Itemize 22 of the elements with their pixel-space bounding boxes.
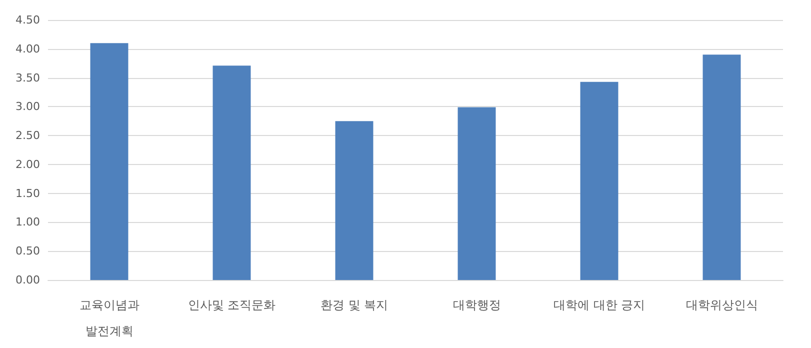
bar [580,82,618,280]
y-tick-label: 4.00 [16,42,40,56]
x-tick-label: 교육이념과 발전계획 [79,298,140,338]
y-tick-label: 1.50 [16,186,40,200]
y-tick-label: 4.50 [16,14,40,26]
y-tick-label: 2.00 [16,158,40,171]
y-tick-label: 3.00 [16,100,40,114]
y-tick-label: 1.00 [16,216,40,229]
x-tick-label: 대학에 대한 긍지 [553,298,646,312]
x-tick-label: 인사및 조직문화 [188,298,276,312]
x-tick-label: 대학행정 [452,298,501,312]
x-tick-label: 대학위상인식 [686,298,758,312]
x-tick-label: 환경 및 복지 [320,298,388,312]
bar [335,121,374,280]
bar [212,66,251,280]
y-tick-label: 0.00 [16,274,40,286]
y-tick-label: 0.50 [16,244,40,258]
bar [458,107,496,280]
bar [702,54,741,280]
y-tick-label: 3.50 [16,71,40,84]
bar [90,43,128,280]
y-tick-label: 2.50 [16,129,40,142]
